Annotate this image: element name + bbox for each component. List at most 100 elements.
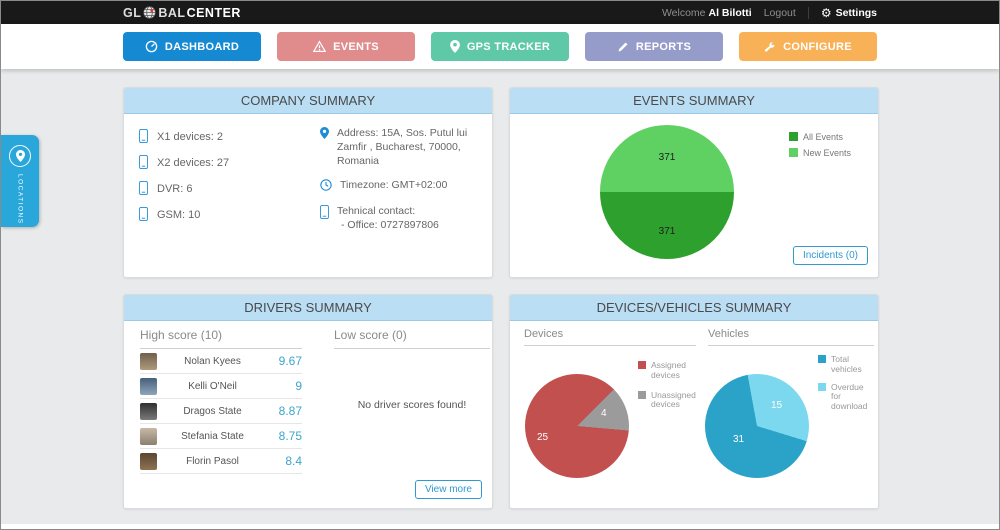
legend-swatch: [638, 361, 646, 369]
legend-item: Overdue for download: [818, 381, 874, 412]
company-timezone: Timezone: GMT+02:00: [320, 178, 482, 195]
app-logo: GL BAL CENTER: [123, 6, 241, 20]
map-pin-icon: [449, 40, 460, 53]
nav-dashboard-button[interactable]: DASHBOARD: [123, 32, 261, 61]
timezone-text: Timezone: GMT+02:00: [340, 178, 448, 191]
driver-row[interactable]: Dragos State 8.87: [140, 399, 302, 424]
driver-row[interactable]: Kelli O'Neil 9: [140, 374, 302, 399]
devices-legend: Assigned devices Unassigned devices: [638, 360, 700, 411]
list-item: GSM: 10: [139, 202, 229, 228]
driver-row[interactable]: Nolan Kyees 9.67: [140, 349, 302, 374]
high-score-column: High score (10) Nolan Kyees 9.67 Kelli O…: [140, 328, 302, 474]
company-summary-panel: COMPANY SUMMARY X1 devices: 2 X2 devices…: [123, 87, 493, 278]
nav-label: DASHBOARD: [164, 40, 240, 53]
driver-name: Florin Pasol: [186, 455, 239, 467]
devices-vehicles-summary-panel: DEVICES/VEHICLES SUMMARY Devices Vehicle…: [509, 294, 879, 509]
logout-link[interactable]: Logout: [763, 6, 796, 19]
driver-avatar: [140, 427, 157, 445]
events-legend: All Events New Events: [789, 132, 851, 159]
nav-gps-tracker-button[interactable]: GPS TRACKER: [431, 32, 569, 61]
list-item: DVR: 6: [139, 176, 229, 202]
user-name: Al Bilotti: [708, 6, 752, 19]
settings-label: Settings: [835, 6, 877, 19]
events-summary-title: EVENTS SUMMARY: [510, 88, 878, 114]
wrench-icon: [764, 41, 776, 53]
phone-icon: [320, 204, 329, 232]
devices-vehicles-title: DEVICES/VEHICLES SUMMARY: [510, 295, 878, 321]
driver-name: Stefania State: [181, 430, 244, 442]
locations-side-tab[interactable]: LOCATIONS: [1, 135, 39, 227]
list-item: X2 devices: 27: [139, 150, 229, 176]
view-more-button[interactable]: View more: [414, 480, 482, 499]
locations-tab-label: LOCATIONS: [16, 174, 24, 225]
driver-row[interactable]: Florin Pasol 8.4: [140, 449, 302, 474]
driver-avatar: [140, 452, 157, 470]
low-score-empty-message: No driver scores found!: [357, 399, 467, 411]
pie-value-all-events: 371: [658, 226, 676, 237]
nav-reports-button[interactable]: REPORTS: [585, 32, 723, 61]
drivers-summary-title: DRIVERS SUMMARY: [124, 295, 492, 321]
nav-label: REPORTS: [635, 40, 692, 53]
devices-pie-chart: 25 4: [525, 374, 629, 478]
legend-swatch: [818, 382, 826, 391]
nav-events-button[interactable]: EVENTS: [277, 32, 415, 61]
driver-avatar: [140, 377, 157, 395]
mobile-device-icon: [139, 180, 148, 198]
list-item: X1 devices: 2: [139, 124, 229, 150]
device-count-label: GSM: 10: [157, 209, 201, 221]
driver-score: 8.87: [278, 404, 302, 418]
pie-value-total: 31: [733, 434, 745, 445]
welcome-label: Welcome: [661, 6, 706, 19]
nav-configure-button[interactable]: CONFIGURE: [739, 32, 877, 61]
device-count-label: X2 devices: 27: [157, 157, 230, 169]
devices-header: Devices: [524, 328, 696, 346]
low-score-header: Low score (0): [334, 328, 490, 349]
pie-value-new-events: 371: [658, 152, 676, 163]
legend-label: Total vehicles: [831, 354, 862, 374]
drivers-summary-panel: DRIVERS SUMMARY High score (10) Nolan Ky…: [123, 294, 493, 509]
driver-name: Kelli O'Neil: [188, 380, 237, 392]
legend-swatch: [638, 390, 646, 399]
legend-item: Assigned devices: [638, 360, 700, 381]
company-info: Address: 15A, Sos. Putul lui Zamfir , Bu…: [320, 126, 482, 241]
map-pin-icon: [320, 127, 329, 169]
gear-icon: ⚙: [820, 5, 832, 20]
dashboard-content: LOCATIONS COMPANY SUMMARY X1 devices: 2 …: [1, 69, 999, 524]
driver-row[interactable]: Stefania State 8.75: [140, 424, 302, 449]
driver-avatar: [140, 402, 157, 420]
legend-label: Unassigned devices: [651, 389, 696, 410]
legend-item: Total vehicles: [818, 354, 874, 375]
logo-text-bal: BAL: [158, 5, 186, 20]
globe-icon: [143, 6, 157, 19]
company-address: Address: 15A, Sos. Putul lui Zamfir , Bu…: [320, 126, 482, 169]
mobile-device-icon: [139, 206, 148, 224]
driver-avatar: [140, 352, 157, 370]
device-count-list: X1 devices: 2 X2 devices: 27 DVR: 6 GSM:…: [139, 124, 229, 228]
topbar: GL BAL CENTER Welcome Al Bilotti Logout ⚙…: [1, 1, 999, 24]
nav-label: GPS TRACKER: [466, 40, 551, 53]
settings-button[interactable]: ⚙ Settings: [821, 7, 877, 19]
incidents-button[interactable]: Incidents (0): [792, 246, 868, 265]
driver-name: Dragos State: [183, 405, 242, 417]
driver-score: 8.4: [285, 454, 302, 468]
driver-name: Nolan Kyees: [184, 355, 241, 367]
legend-label: New Events: [803, 148, 852, 159]
nav-label: EVENTS: [333, 40, 379, 53]
legend-swatch: [789, 132, 798, 141]
topbar-divider: [807, 6, 809, 19]
clock-icon: [320, 178, 332, 195]
company-summary-title: COMPANY SUMMARY: [124, 88, 492, 114]
main-nav: DASHBOARD EVENTS GPS TRACKER REPORTS CON…: [1, 24, 999, 69]
gauge-icon: [145, 40, 158, 53]
vehicles-pie-chart: 15 31: [705, 374, 809, 478]
legend-item: Unassigned devices: [638, 389, 700, 411]
welcome-text: Welcome Al Bilotti: [662, 7, 752, 19]
vehicles-header: Vehicles: [708, 328, 874, 346]
topbar-right: Welcome Al Bilotti Logout ⚙ Settings: [662, 6, 877, 19]
address-text: Address: 15A, Sos. Putul lui Zamfir , Bu…: [337, 127, 468, 168]
legend-item: All Events: [789, 132, 851, 142]
device-count-label: DVR: 6: [157, 183, 193, 195]
high-score-header: High score (10): [140, 328, 302, 349]
logo-text-center: CENTER: [186, 5, 241, 20]
legend-label: Overdue for download: [831, 381, 868, 412]
